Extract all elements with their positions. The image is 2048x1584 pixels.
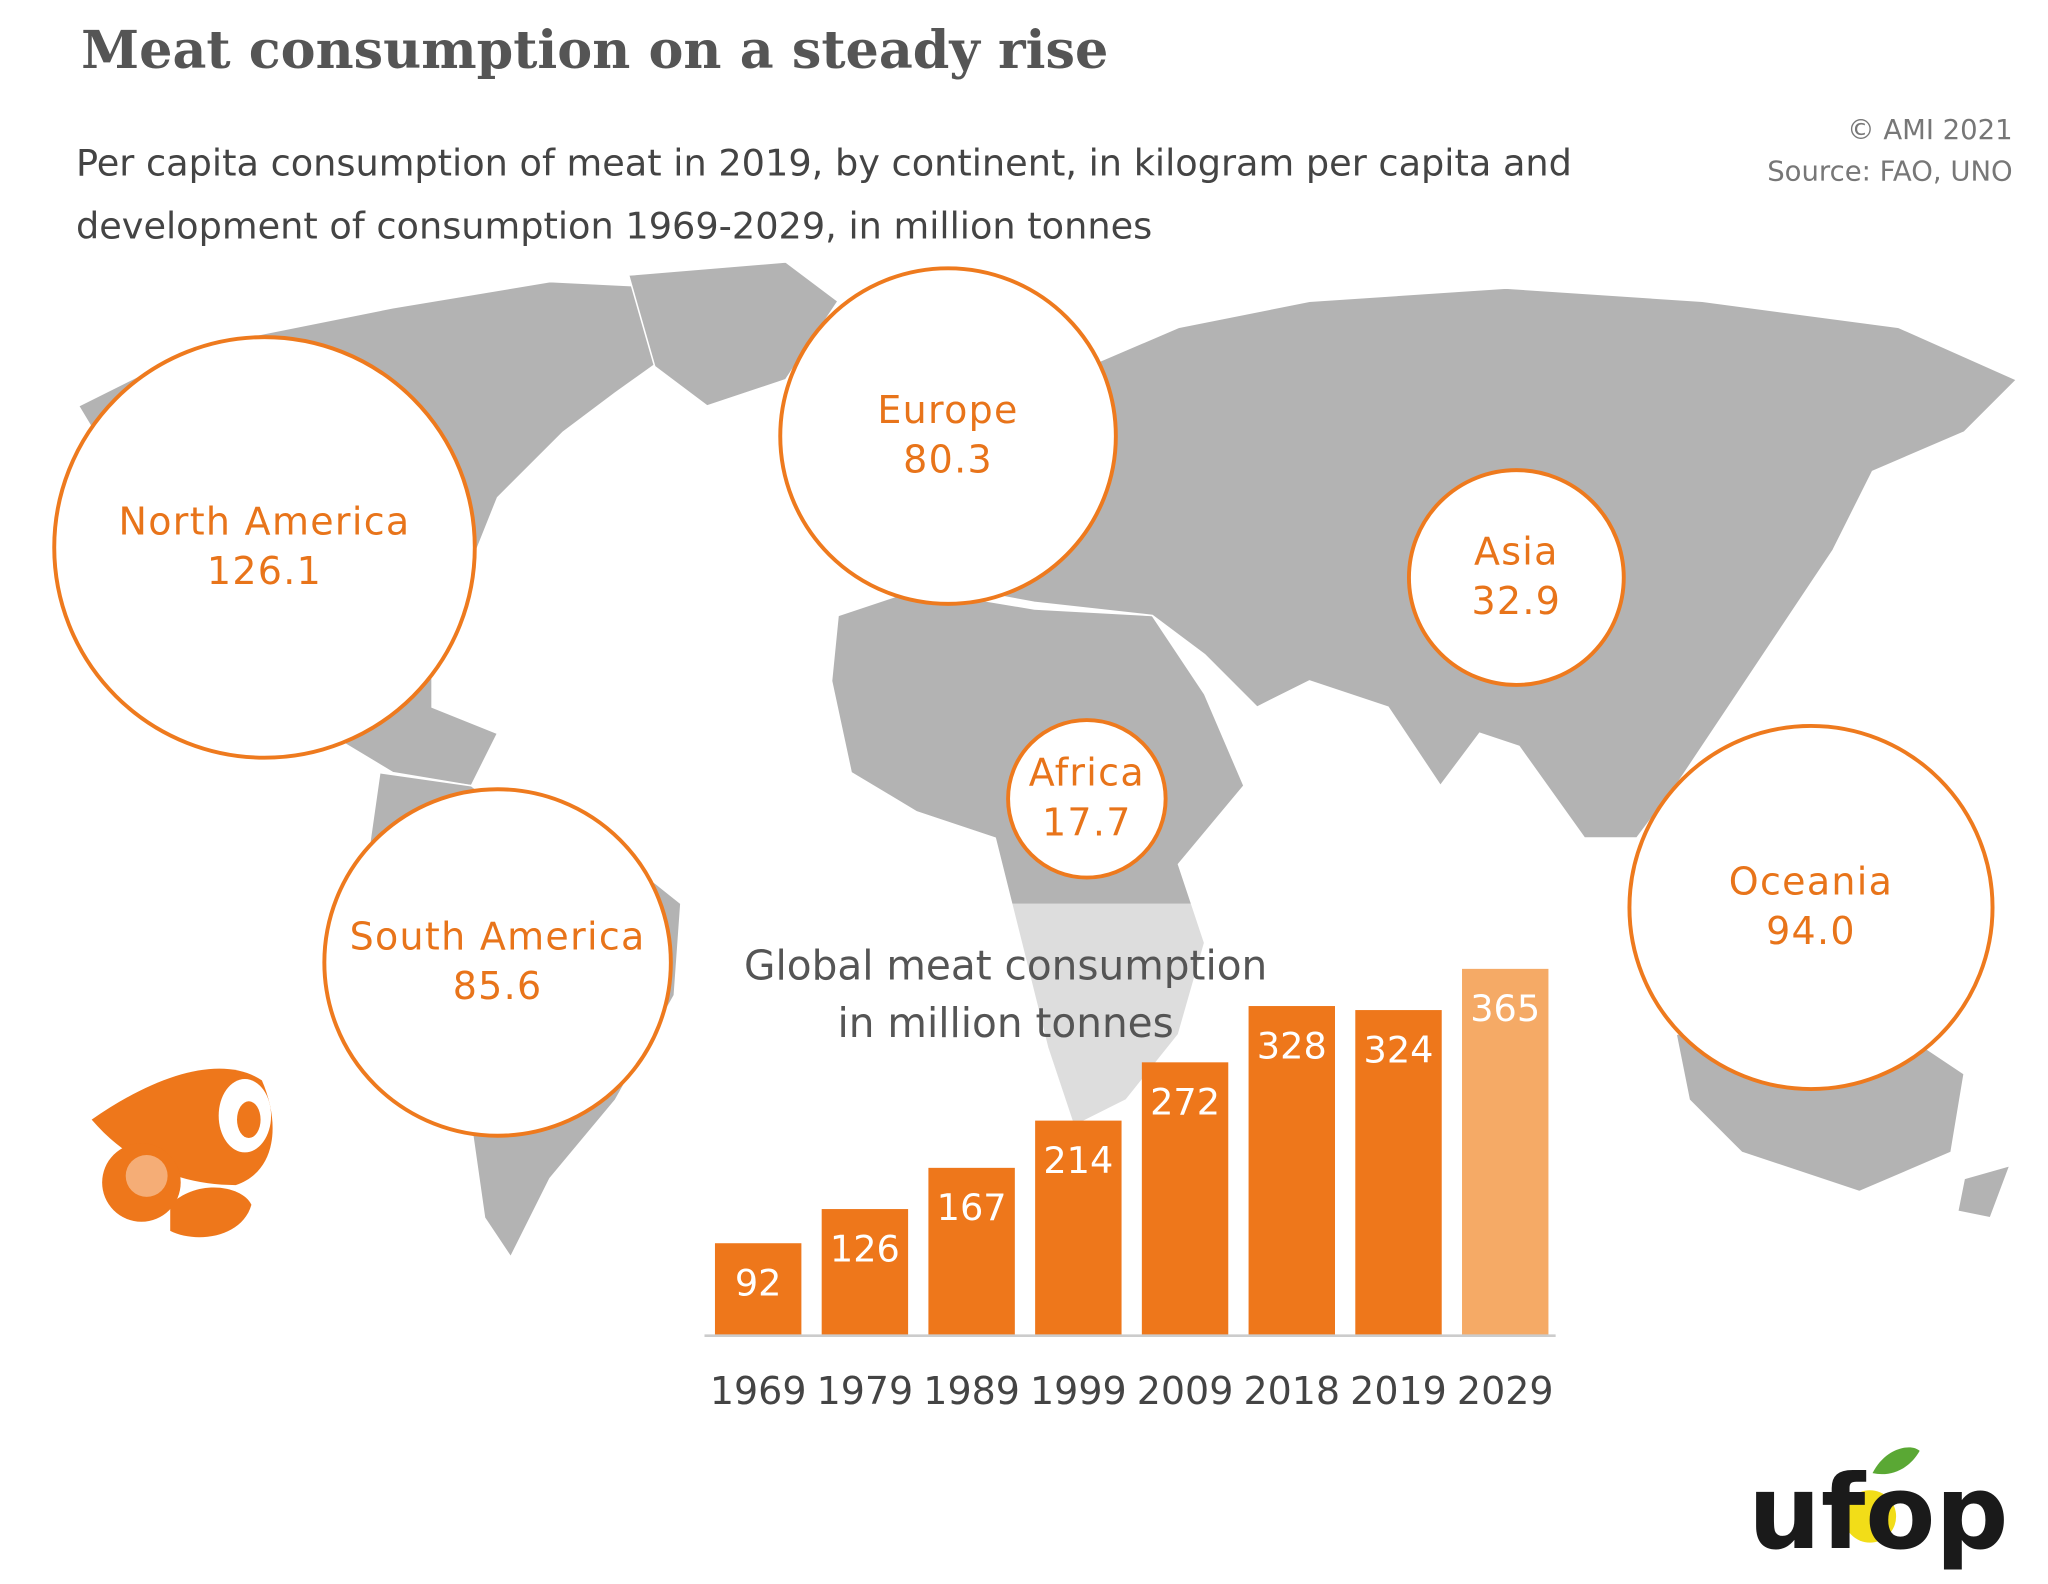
bubble-value: 94.0 <box>1766 909 1856 953</box>
bar-value-label: 214 <box>1043 1139 1113 1182</box>
bubble <box>1006 718 1168 880</box>
x-tick-label: 2018 <box>1243 1369 1340 1413</box>
logo: ufop <box>1748 1447 2009 1573</box>
bubble-name: Africa <box>1029 751 1145 795</box>
meat-icon <box>91 1068 273 1238</box>
bar <box>1141 1062 1229 1336</box>
chart-title: in million tonnes <box>838 999 1174 1047</box>
bar-value-label: 365 <box>1470 987 1540 1030</box>
bar <box>1248 1006 1335 1336</box>
x-tick-label: 2029 <box>1457 1369 1554 1413</box>
x-tick-label: 2019 <box>1350 1369 1447 1413</box>
bubble-name: North America <box>119 499 411 543</box>
bubble-value: 80.3 <box>903 438 993 482</box>
bubble-value: 17.7 <box>1042 800 1132 844</box>
x-tick-label: 1999 <box>1030 1369 1127 1413</box>
bubble-value: 32.9 <box>1471 579 1561 623</box>
bubble <box>322 787 673 1138</box>
logo-text: ufop <box>1748 1454 2008 1573</box>
bar <box>1462 968 1549 1336</box>
bar-value-label: 272 <box>1150 1081 1220 1124</box>
bar <box>928 1167 1015 1336</box>
bubble-name: Asia <box>1474 529 1559 573</box>
chart-title: Global meat consumption <box>744 942 1267 990</box>
bar-value-label: 92 <box>735 1262 782 1305</box>
x-tick-label: 1989 <box>923 1369 1020 1413</box>
bubble-value: 85.6 <box>453 964 543 1008</box>
copyright: © AMI 2021 <box>1847 114 2013 146</box>
bar-value-label: 126 <box>830 1227 900 1270</box>
bubble-value: 126.1 <box>207 549 322 593</box>
bar <box>821 1209 909 1336</box>
bar <box>1355 1010 1442 1336</box>
bubble <box>52 335 477 760</box>
title: Meat consumption on a steady rise <box>81 20 1108 81</box>
bubble <box>1406 468 1626 687</box>
subtitle-line: development of consumption 1969-2029, in… <box>76 204 1152 247</box>
bar <box>714 1243 802 1336</box>
x-tick-label: 1969 <box>710 1369 807 1413</box>
bar-value-label: 324 <box>1364 1028 1434 1071</box>
bar-value-label: 167 <box>937 1186 1007 1229</box>
bubble <box>1627 723 1995 1092</box>
x-tick-label: 1979 <box>817 1369 914 1413</box>
bubble <box>778 266 1118 606</box>
x-tick-label: 2009 <box>1137 1369 1234 1413</box>
subtitle-line: Per capita consumption of meat in 2019, … <box>76 142 1572 185</box>
bubble-name: Europe <box>877 388 1018 432</box>
bubble-name: Oceania <box>1729 859 1893 903</box>
bubble-name: South America <box>350 914 646 958</box>
bar <box>1035 1120 1122 1336</box>
bar-value-label: 328 <box>1257 1024 1327 1067</box>
source: Source: FAO, UNO <box>1767 156 2012 188</box>
